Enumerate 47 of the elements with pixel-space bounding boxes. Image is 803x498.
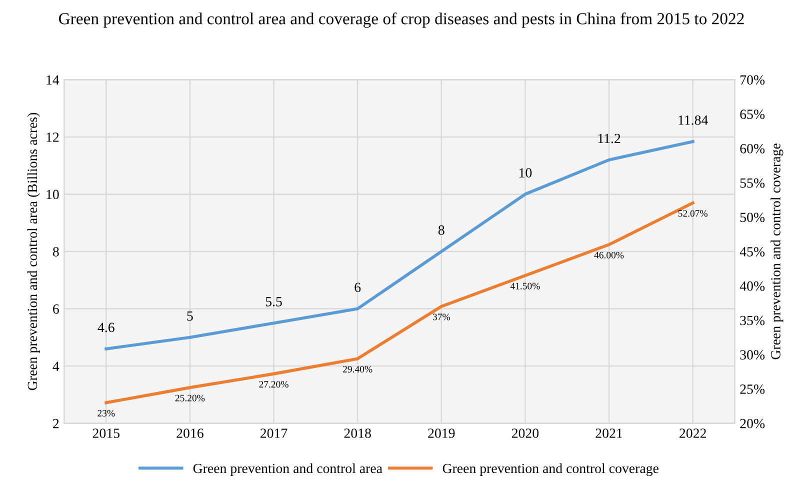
- data-label: 4.6: [98, 322, 114, 332]
- data-label: 11.2: [598, 134, 620, 144]
- y2-tick-label: 40%: [740, 281, 765, 291]
- data-label: 11.84: [678, 115, 708, 125]
- y-tick-label: 12: [46, 132, 59, 142]
- y2-tick-label: 45%: [740, 247, 765, 256]
- y-tick-label: 4: [52, 362, 60, 371]
- data-label: 10: [519, 168, 532, 178]
- x-tick-label: 2019: [428, 428, 455, 438]
- y-axis-title: Green prevention and control area (Billions acres): [27, 112, 40, 390]
- y2-axis-title: Green prevention and control coverage: [770, 144, 784, 360]
- y-tick-label: 10: [46, 190, 59, 200]
- data-label: 23%: [98, 410, 115, 416]
- y2-tick-label: 30%: [740, 350, 765, 360]
- data-label: 29.40%: [343, 366, 372, 373]
- legend-label: Green prevention and control area: [193, 463, 382, 476]
- y2-tick-label: 50%: [740, 212, 765, 222]
- data-label: 37%: [432, 314, 450, 320]
- data-label: 8: [438, 225, 444, 235]
- y2-tick-label: 65%: [740, 110, 765, 120]
- data-label: 5.5: [266, 297, 282, 306]
- y-tick-label: 2: [53, 418, 59, 428]
- y-tick-label: 14: [46, 75, 60, 84]
- y-tick-label: 8: [52, 247, 59, 256]
- y2-tick-label: 70%: [740, 75, 765, 85]
- data-label: 41.50%: [510, 282, 540, 290]
- data-label: 25.20%: [175, 394, 205, 402]
- legend-label: Green prevention and control coverage: [442, 463, 658, 476]
- x-tick-label: 2022: [680, 428, 706, 438]
- data-label: 46.00%: [594, 252, 624, 258]
- data-label: 5: [187, 311, 193, 321]
- y-tick-label: 6: [53, 304, 59, 314]
- chart-title: Green prevention and control area and coverage of crop diseases and pests in China from 2015 to 2022: [59, 12, 744, 28]
- x-tick-label: 2018: [344, 428, 371, 438]
- y2-tick-label: 20%: [740, 418, 765, 428]
- x-tick-label: 2015: [92, 428, 120, 438]
- data-label: 27.20%: [259, 381, 288, 388]
- y2-tick-label: 25%: [740, 384, 765, 394]
- x-tick-label: 2017: [260, 428, 288, 438]
- x-tick-label: 2020: [512, 428, 539, 438]
- y2-tick-label: 55%: [740, 178, 765, 188]
- x-tick-label: 2016: [176, 428, 204, 438]
- y2-tick-label: 35%: [740, 316, 765, 326]
- data-label: 52.07%: [678, 210, 708, 217]
- x-tick-label: 2021: [596, 428, 622, 438]
- y2-tick-label: 60%: [740, 144, 765, 154]
- data-label: 6: [354, 282, 361, 292]
